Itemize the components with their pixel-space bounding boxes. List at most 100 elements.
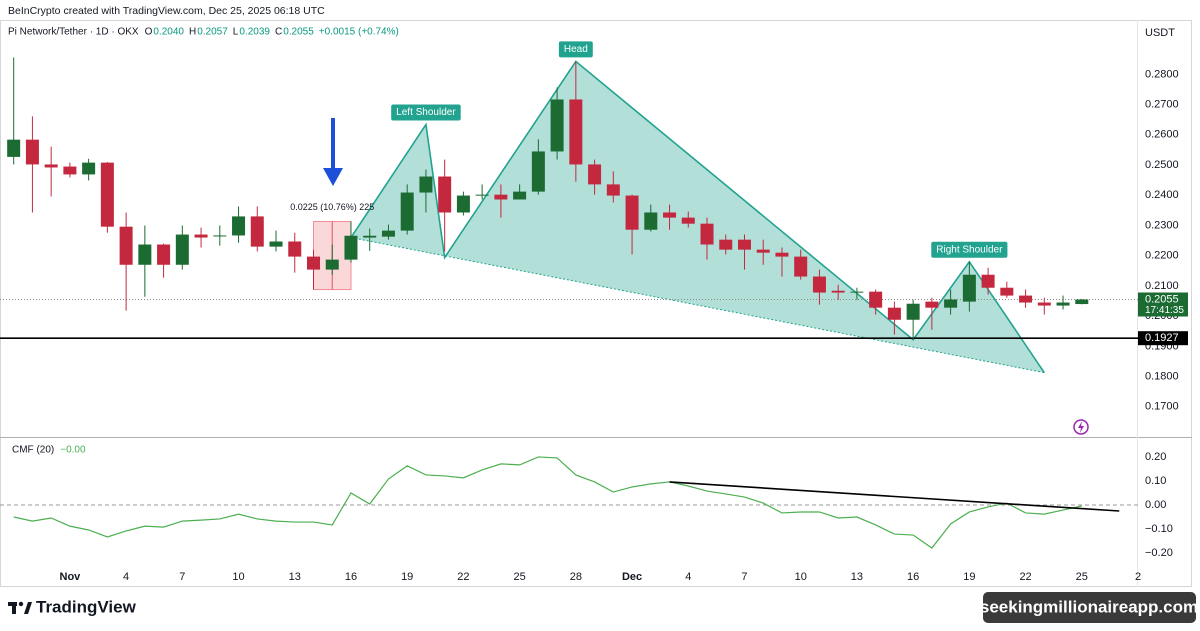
candle-body <box>681 217 695 224</box>
candle-body <box>981 274 995 288</box>
candle-body <box>306 256 320 270</box>
y-tick-label: −0.20 <box>1145 547 1173 559</box>
ohlc-key: H <box>189 27 196 38</box>
candle-body <box>625 195 639 230</box>
support-label-box <box>1138 331 1188 346</box>
candle-body <box>1037 302 1051 306</box>
y-tick-label: 0.2200 <box>1145 250 1179 262</box>
x-tick-label: 10 <box>232 571 244 583</box>
countdown: 17:41:35 <box>1145 305 1184 316</box>
candle-body <box>194 234 208 238</box>
y-tick-label: 0.00 <box>1145 499 1166 511</box>
y-tick-label: −0.10 <box>1145 523 1173 535</box>
x-tick-label: 2 <box>1135 571 1141 583</box>
candle-body <box>232 216 246 236</box>
ohlc-value: 0.2039 <box>239 27 270 38</box>
ohlc-key: C <box>275 27 282 38</box>
x-tick-label: 16 <box>345 571 357 583</box>
x-tick-label: 16 <box>907 571 919 583</box>
y-tick-label: 0.2700 <box>1145 99 1179 111</box>
x-tick-label: 4 <box>685 571 691 583</box>
last-price-box <box>1138 292 1188 317</box>
x-tick-label: 13 <box>851 571 863 583</box>
candle-body <box>138 244 152 265</box>
y-tick-label: 0.2600 <box>1145 129 1179 141</box>
y-tick-label: 0.2800 <box>1145 68 1179 80</box>
candle-body <box>63 166 77 175</box>
candle-body <box>344 235 358 260</box>
watermark-box <box>983 592 1196 623</box>
candle-body <box>550 99 564 152</box>
brand: TradingView <box>36 597 137 616</box>
y-tick-label: 0.2100 <box>1145 280 1179 292</box>
y-tick-label: 0.1800 <box>1145 370 1179 382</box>
candle-body <box>850 291 864 293</box>
candle-body <box>906 303 920 320</box>
candle-body <box>213 235 227 237</box>
candle-body <box>44 164 58 168</box>
candle-body <box>250 216 264 247</box>
candle-body <box>1000 287 1014 296</box>
x-tick-label: 7 <box>179 571 185 583</box>
candle-body <box>400 192 414 231</box>
candle-body <box>25 139 39 165</box>
candle-body <box>775 252 789 257</box>
pattern-label-box <box>931 241 1008 258</box>
candle-body <box>157 244 171 265</box>
pattern-label: Head <box>564 44 588 55</box>
candle-body <box>456 195 470 213</box>
measure-label: 0.0225 (10.76%) 225 <box>290 202 374 212</box>
x-tick-label: 22 <box>457 571 469 583</box>
last-price-label: 0.2055 <box>1145 293 1179 305</box>
alert-icon <box>1073 419 1089 435</box>
ohlc-value: 0.2055 <box>283 27 314 38</box>
candle-body <box>944 299 958 308</box>
x-tick-label: 25 <box>1076 571 1088 583</box>
x-tick-label: 19 <box>401 571 413 583</box>
candle-body <box>869 291 883 308</box>
candle-body <box>1019 295 1033 303</box>
ohlc-value: 0.2040 <box>153 27 184 38</box>
arrow <box>323 118 343 186</box>
x-tick-label: 7 <box>741 571 747 583</box>
candle-body <box>831 290 845 293</box>
candle-body <box>794 256 808 277</box>
y-tick-label: 0.20 <box>1145 451 1166 463</box>
candle-body <box>663 212 677 218</box>
y-tick-label: 0.1700 <box>1145 401 1179 413</box>
header: BeInCrypto created with TradingView.com,… <box>8 5 325 17</box>
candle-body <box>644 212 658 230</box>
pattern-label: Left Shoulder <box>396 107 456 118</box>
ohlc-key: L <box>233 27 239 38</box>
candle-body <box>419 176 433 193</box>
x-tick-label: 22 <box>1019 571 1031 583</box>
candle-body <box>438 176 452 213</box>
candle-body <box>494 194 508 200</box>
candle-body <box>119 226 133 265</box>
x-tick-label: 25 <box>513 571 525 583</box>
watermark: seekingmillionaireapp.com <box>980 597 1198 616</box>
x-tick-label: 10 <box>795 571 807 583</box>
frame <box>0 20 1192 587</box>
candle-body <box>100 162 114 227</box>
candle-body <box>756 249 770 253</box>
y-tick-label: 0.10 <box>1145 475 1166 487</box>
pattern-baseline <box>350 237 1045 374</box>
candle-body <box>325 259 339 270</box>
pattern-label: Right Shoulder <box>936 244 1003 255</box>
symbol: Pi Network/Tether · 1D · OKX <box>8 27 139 38</box>
pattern-label-box <box>558 41 593 58</box>
y-tick-label: 0.2400 <box>1145 189 1179 201</box>
candle-body <box>737 239 751 250</box>
ohlc-key: O <box>145 27 153 38</box>
indicator-value: −0.00 <box>60 445 86 456</box>
x-tick-label: 4 <box>123 571 129 583</box>
candle-body <box>363 235 377 238</box>
change: +0.0015 (+0.74%) <box>319 27 399 38</box>
candle-body <box>925 301 939 308</box>
candle-body <box>962 274 976 302</box>
currency: USDT <box>1145 27 1175 39</box>
x-tick-label: Dec <box>622 571 642 583</box>
